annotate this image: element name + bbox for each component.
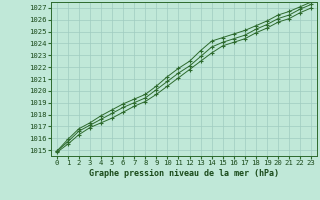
X-axis label: Graphe pression niveau de la mer (hPa): Graphe pression niveau de la mer (hPa) (89, 169, 279, 178)
